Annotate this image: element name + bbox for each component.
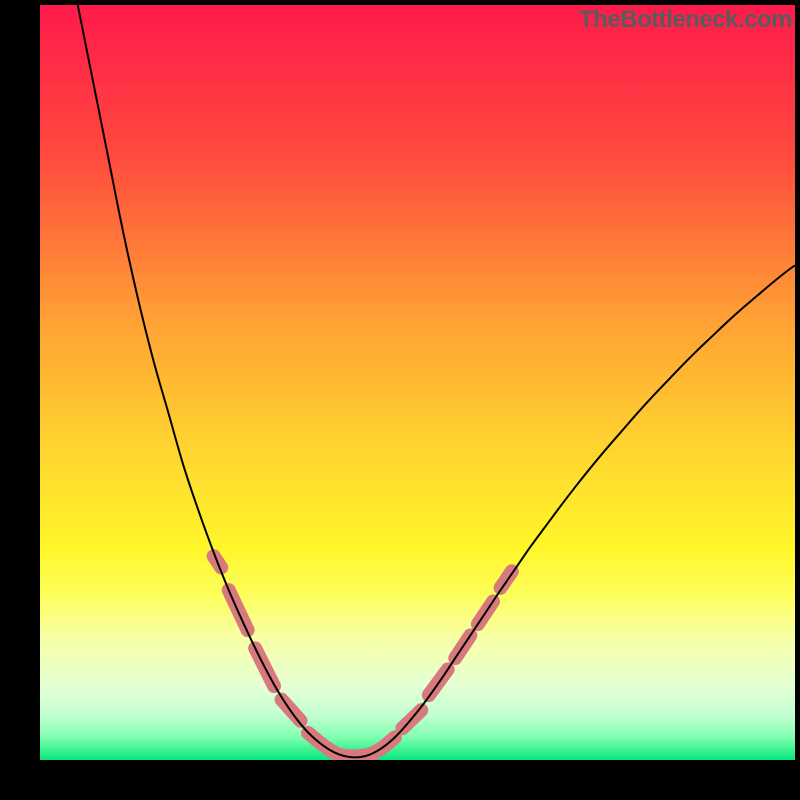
chart-frame: TheBottleneck.com <box>0 0 800 800</box>
marker-segment <box>501 571 512 588</box>
watermark-text: TheBottleneck.com <box>579 6 792 34</box>
bottleneck-curve-chart <box>40 5 795 760</box>
plot-area <box>40 5 795 760</box>
gradient-background <box>40 5 795 760</box>
